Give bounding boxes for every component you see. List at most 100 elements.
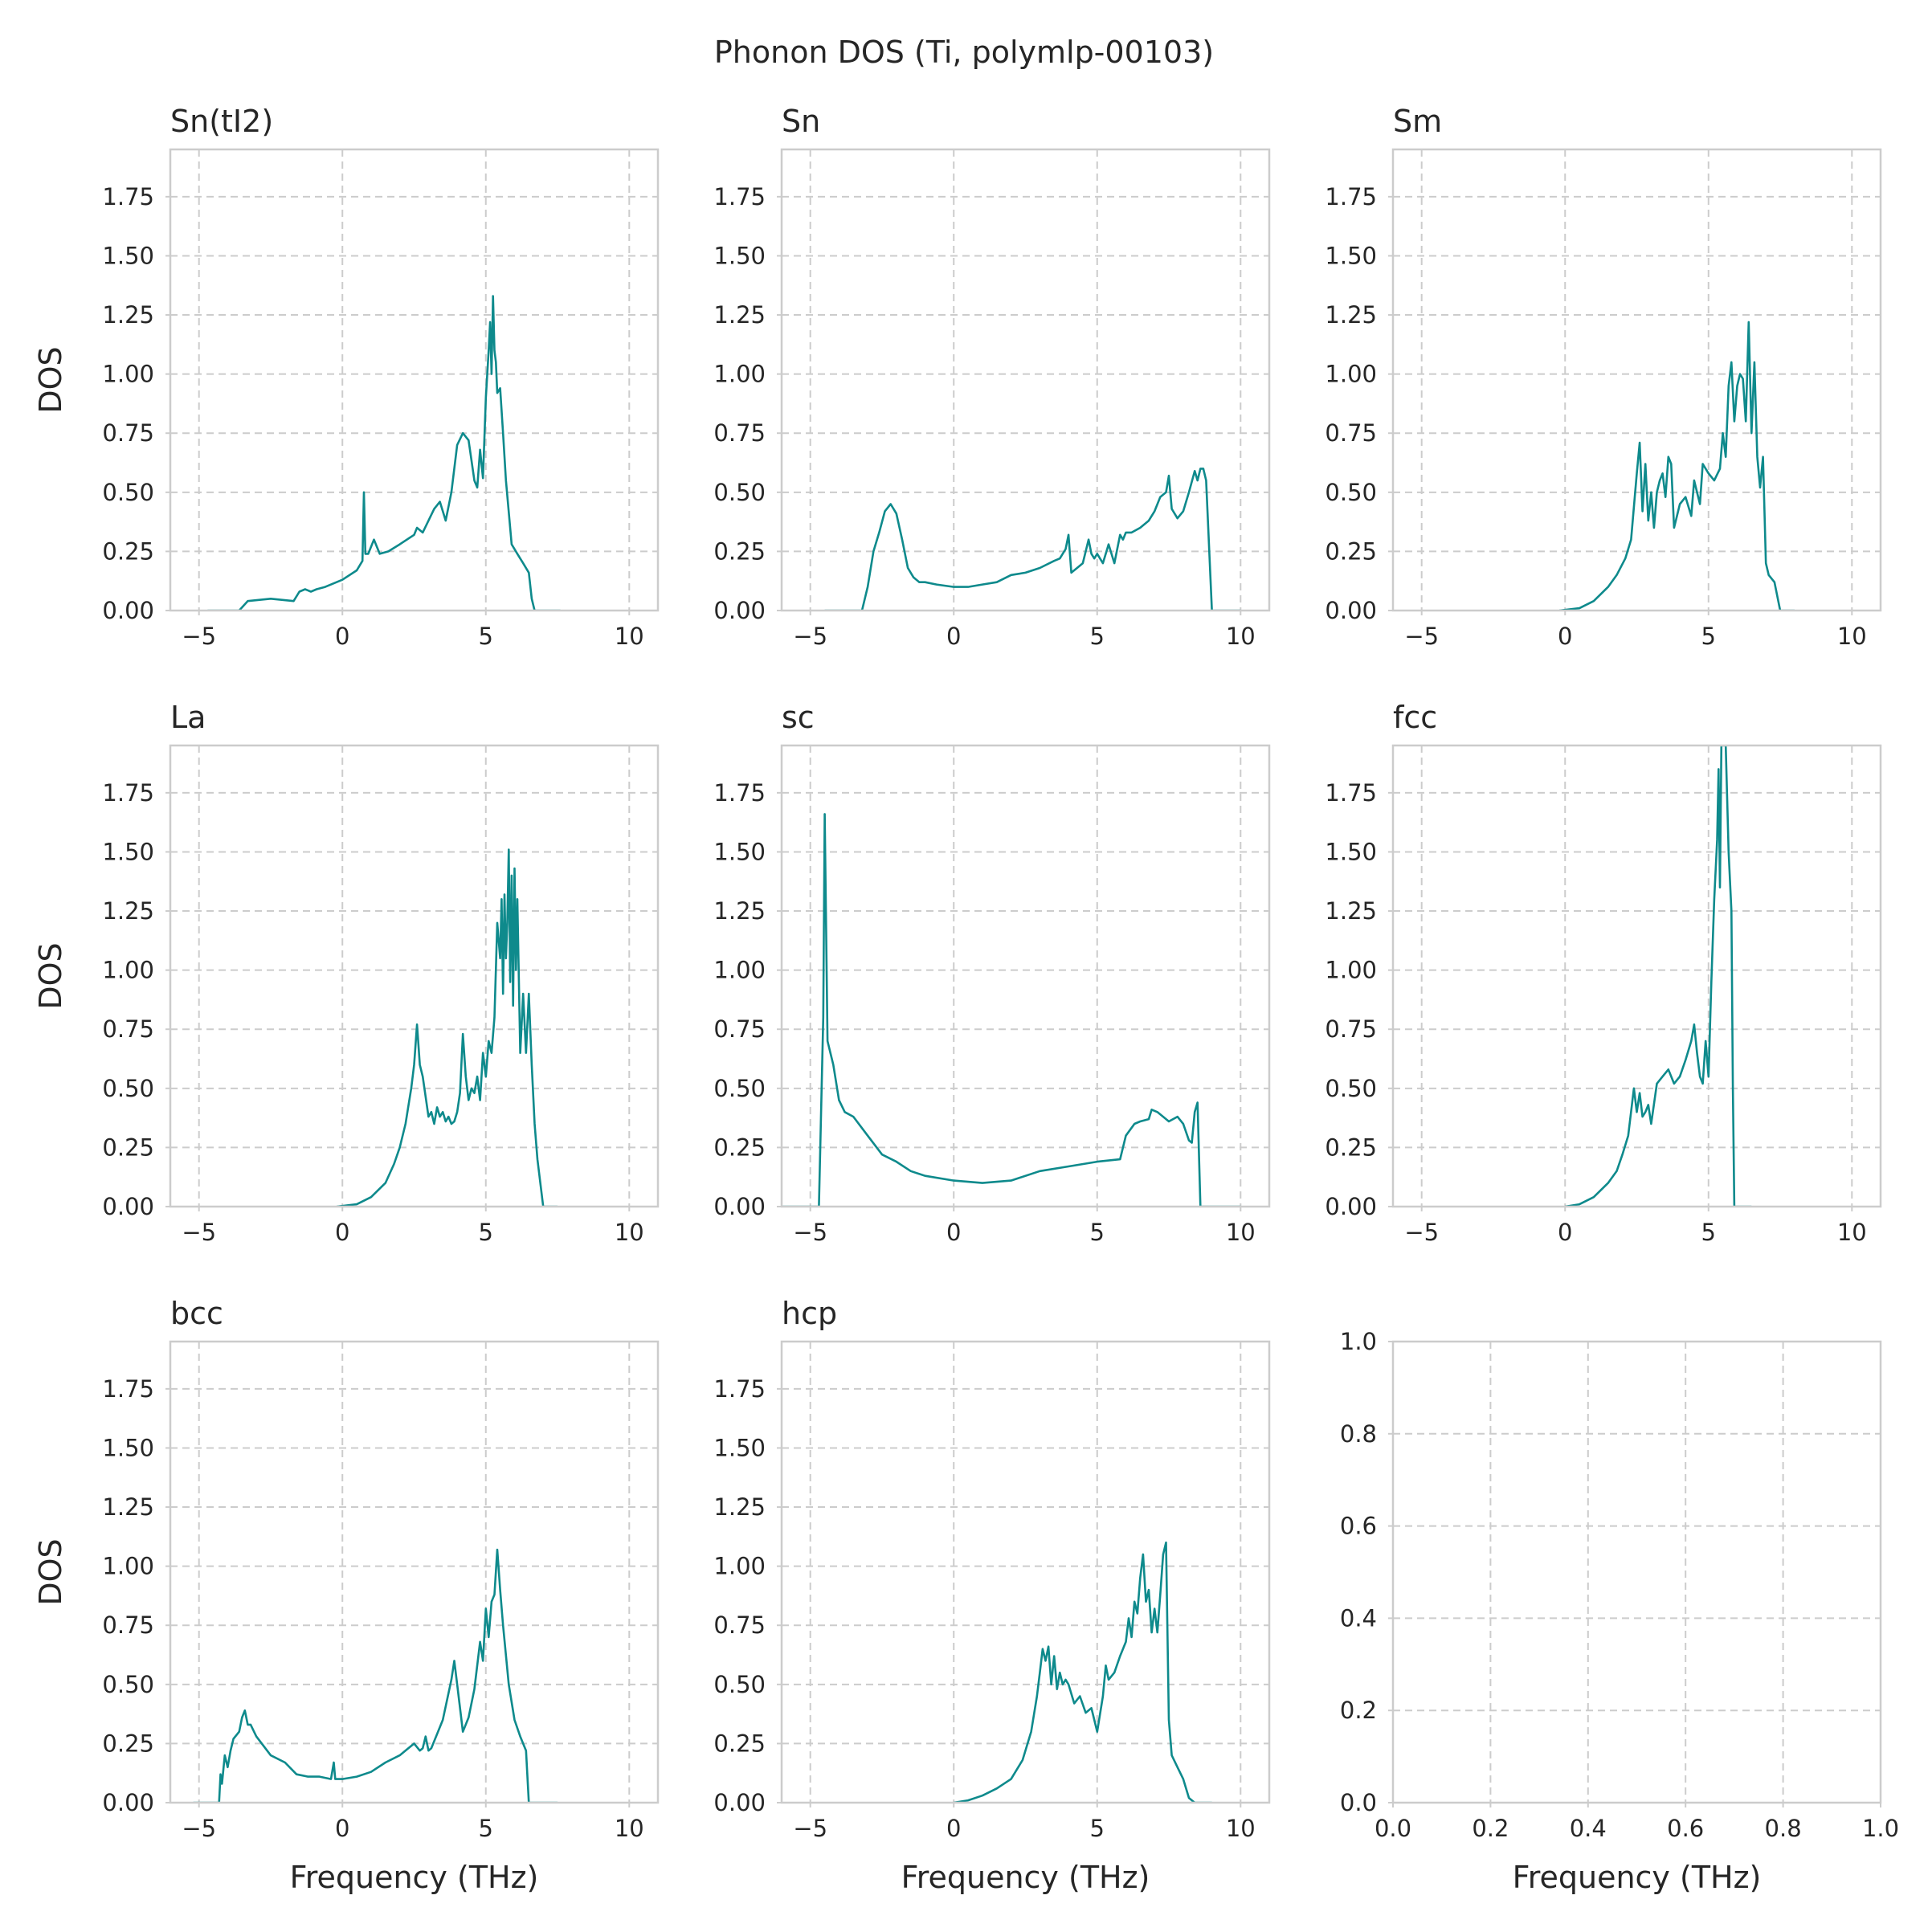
y-tick-label: 0.00 [102,1789,154,1816]
y-axis-label: DOS [33,346,68,413]
x-tick-label: 0 [335,1815,349,1842]
y-tick-label: 1.25 [102,301,154,329]
x-tick-label: 5 [479,1219,493,1246]
y-tick-label: 1.50 [1325,838,1377,865]
y-tick-label: 1.25 [1325,897,1377,925]
y-tick-label: 0.50 [713,479,766,506]
y-tick-label: 0.00 [1325,1193,1377,1220]
axes-frame [169,744,660,1208]
y-tick-label: 1.50 [1325,242,1377,269]
y-tick-label: 0.75 [1325,419,1377,447]
x-tick-label: 5 [1090,1219,1105,1246]
dos-series-line [1558,321,1795,611]
y-tick-label: 0.00 [102,597,154,624]
panel-title: bcc [170,1296,223,1331]
y-tick-label: 0.50 [1325,1075,1377,1102]
y-tick-label: 1.25 [713,301,766,329]
y-tick-label: 1.75 [102,779,154,807]
dos-series-line [782,813,1241,1207]
panel-title: Sn(tI2) [170,104,273,139]
y-axis-label: DOS [33,942,68,1009]
y-tick-label: 0.00 [102,1193,154,1220]
x-tick-label: 10 [1226,1219,1256,1246]
y-tick-label: 0.4 [1340,1604,1377,1632]
x-tick-label: 0 [946,1219,961,1246]
panel-title: Sn [782,104,820,139]
y-tick-label: 0.2 [1340,1697,1377,1724]
x-tick-label: 0.0 [1375,1815,1411,1842]
y-tick-label: 1.75 [713,183,766,210]
axes-frame [780,148,1271,612]
axes-frame [169,148,660,612]
y-tick-label: 1.00 [713,1553,766,1580]
y-tick-label: 0.25 [102,537,154,565]
y-tick-label: 1.25 [1325,301,1377,329]
y-tick-label: 0.75 [1325,1015,1377,1043]
panel-fcc: −5 0 5 10 0.00 0.25 0.50 0.75 1.00 1.25 1.50 1.75 fc… [1325,700,1882,1246]
x-tick-label: 10 [1837,623,1867,650]
x-tick-label: 10 [1226,1815,1256,1842]
x-tick-label: −5 [182,623,216,650]
panel-title: La [170,700,206,735]
dos-series-line [193,1548,558,1803]
axes-frame [1391,1340,1882,1804]
y-tick-label: 1.0 [1340,1328,1377,1355]
x-tick-label: 0.8 [1765,1815,1802,1842]
y-tick-label: 0.50 [713,1671,766,1698]
y-tick-label: 0.50 [102,1671,154,1698]
y-tick-label: 0.25 [713,1730,766,1757]
y-tick-label: 0.50 [1325,479,1377,506]
y-tick-label: 0.50 [102,1075,154,1102]
y-tick-label: 0.75 [713,1611,766,1639]
axes-frame [780,744,1271,1208]
panel-title: sc [782,700,815,735]
x-tick-label: 10 [615,1815,644,1842]
y-tick-label: 0.75 [102,1015,154,1043]
y-tick-label: 0.00 [1325,597,1377,624]
y-tick-label: 0.00 [713,1789,766,1816]
panel-title: Sm [1393,104,1442,139]
y-tick-label: 1.00 [1325,361,1377,388]
dos-series-line [207,295,561,611]
y-tick-label: 1.50 [102,1434,154,1461]
x-tick-label: 0 [946,1815,961,1842]
y-tick-label: 1.00 [102,957,154,984]
axes-frame [1391,744,1882,1208]
y-tick-label: 0.75 [102,1611,154,1639]
y-tick-label: 1.25 [102,1493,154,1521]
y-tick-label: 1.00 [1325,957,1377,984]
x-tick-label: −5 [182,1219,216,1246]
x-tick-label: 5 [479,623,493,650]
y-tick-label: 1.00 [713,361,766,388]
x-tick-label: 0 [335,1219,349,1246]
dos-series-line [824,468,1241,611]
y-tick-label: 1.25 [102,897,154,925]
y-tick-label: 0.25 [713,537,766,565]
x-tick-label: −5 [793,1815,827,1842]
y-tick-label: 0.00 [713,597,766,624]
y-tick-label: 1.75 [1325,183,1377,210]
x-tick-label: 0 [946,623,961,650]
x-tick-label: 5 [1090,623,1105,650]
x-tick-label: −5 [793,1219,827,1246]
x-tick-label: −5 [793,623,827,650]
x-axis-label: Frequency (THz) [290,1860,539,1895]
x-tick-label: 0 [335,623,349,650]
dos-series-line [1564,745,1752,1207]
x-tick-label: 10 [615,1219,644,1246]
x-axis-label: Frequency (THz) [901,1860,1150,1895]
y-tick-label: 1.75 [102,183,154,210]
x-axis-label: Frequency (THz) [1513,1860,1762,1895]
y-tick-label: 0.75 [102,419,154,447]
y-tick-label: 0.25 [1325,537,1377,565]
panel-sm: −5 0 5 10 0.00 0.25 0.50 0.75 1.00 1.25 1.50 1.75 Sm [1325,104,1882,650]
x-tick-label: 0 [1558,623,1572,650]
x-tick-label: 10 [615,623,644,650]
panel-la: −5 0 5 10 0.00 0.25 0.50 0.75 1.00 1.25 1.50 1.75 La… [33,700,660,1246]
panel-sc: −5 0 5 10 0.00 0.25 0.50 0.75 1.00 1.25 1.50 1.75 sc [713,700,1271,1246]
y-tick-label: 0.25 [102,1133,154,1161]
x-tick-label: 5 [1701,623,1716,650]
y-tick-label: 0.8 [1340,1420,1377,1448]
